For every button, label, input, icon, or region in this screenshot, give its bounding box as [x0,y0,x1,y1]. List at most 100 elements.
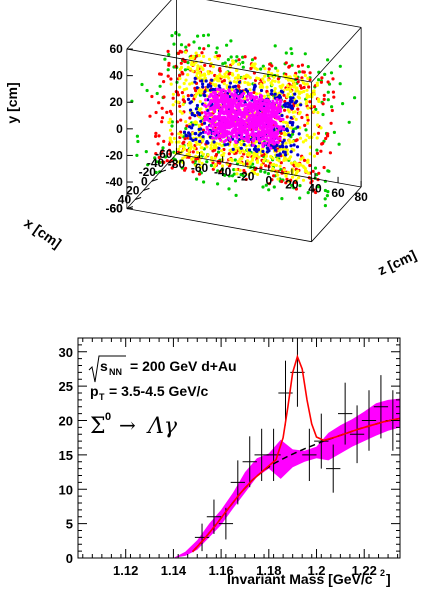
scatter-point [199,119,203,123]
scatter-point [135,153,139,157]
scatter-point [230,158,234,162]
scatter-point [244,109,248,113]
scatter-point [225,84,229,88]
scatter-point [252,114,256,118]
scatter-point [206,33,210,37]
scatter-point [280,113,284,118]
scatter-point [170,124,174,128]
x-tick-label: 1.16 [208,563,233,578]
scatter-point [239,161,243,165]
scatter-point [209,143,213,147]
scatter-point [203,90,207,94]
scatter-point [165,159,169,163]
scatter-point [278,117,282,121]
scatter-point [253,98,257,102]
scatter-point [187,43,191,47]
scatter-point [273,44,277,48]
scatter-point [214,105,218,109]
scatter-point [215,131,220,135]
scatter-point [244,88,248,92]
scatter-point [245,98,250,102]
scatter-point [315,151,319,155]
scatter-point [252,151,257,155]
y-axis-title-3d: y [cm] [4,82,20,123]
scatter-point [224,96,228,101]
scatter-point [199,73,203,78]
scatter-point [311,89,316,93]
scatter-point [182,130,187,134]
scatter-point [223,72,227,76]
scatter-point [197,127,201,131]
scatter-point [265,146,270,150]
scatter-point [169,82,173,86]
scatter-point [287,157,291,161]
scatter-point [293,161,297,165]
y-tick-label: -60 [106,202,124,216]
scatter-point [267,70,271,74]
scatter-point [218,67,222,71]
scatter-point [305,99,309,103]
scatter-point [184,134,188,138]
scatter-point [228,138,232,142]
x-tick-mark [168,160,175,164]
scatter-point [234,134,238,138]
scatter-point [157,134,161,138]
scatter-point [240,114,244,118]
scatter-point [284,141,288,145]
scatter-point [282,131,286,135]
scatter-point [247,122,252,126]
scatter-point [254,103,258,107]
scatter-point [191,123,195,127]
scatter-point [235,99,239,103]
scatter-point [245,124,249,128]
scatter-point [264,141,268,145]
signal-fit-line [191,354,401,553]
scatter-point [255,122,259,126]
scatter-point [326,80,330,84]
scatter-point [179,61,183,65]
scatter-point [260,153,264,158]
scatter-point [289,47,293,51]
scatter-point [338,64,342,68]
scatter-point [305,88,309,92]
scatter-point [276,177,280,181]
scatter-point [282,127,286,131]
scatter-point [193,120,198,124]
scatter-point [298,184,302,188]
scatter-point [193,86,197,90]
scatter-point [240,118,245,123]
scatter-point [275,97,279,102]
scatter-point [222,129,226,133]
scatter-point [276,173,280,177]
scatter-point [283,104,288,108]
scatter-point [213,55,217,59]
scatter-point [248,117,252,121]
scatter-point [297,92,302,96]
scatter-point [253,147,257,151]
scatter-point [275,158,279,162]
scatter-point [313,166,318,170]
scatter-point [284,121,288,125]
scatter-point [157,155,161,160]
scatter-point [197,76,201,80]
box-edge [126,48,312,83]
scatter-point [259,169,263,173]
scatter-point [306,160,310,164]
scatter-point [190,93,194,97]
scatter-point [289,126,293,130]
scatter-point [188,82,192,86]
scatter-point [146,163,150,167]
scatter-point [194,131,198,136]
scatter-point [183,68,187,72]
scatter-point [199,146,203,150]
scatter-point [242,168,246,173]
scatter-point [195,71,199,76]
scatter-point [227,174,231,178]
scatter-point [265,89,269,93]
scatter-point [162,95,166,99]
reaction-sigma: Σ [90,414,106,439]
scatter-point [230,105,234,109]
scatter-point [217,133,221,137]
scatter-point [307,136,311,140]
